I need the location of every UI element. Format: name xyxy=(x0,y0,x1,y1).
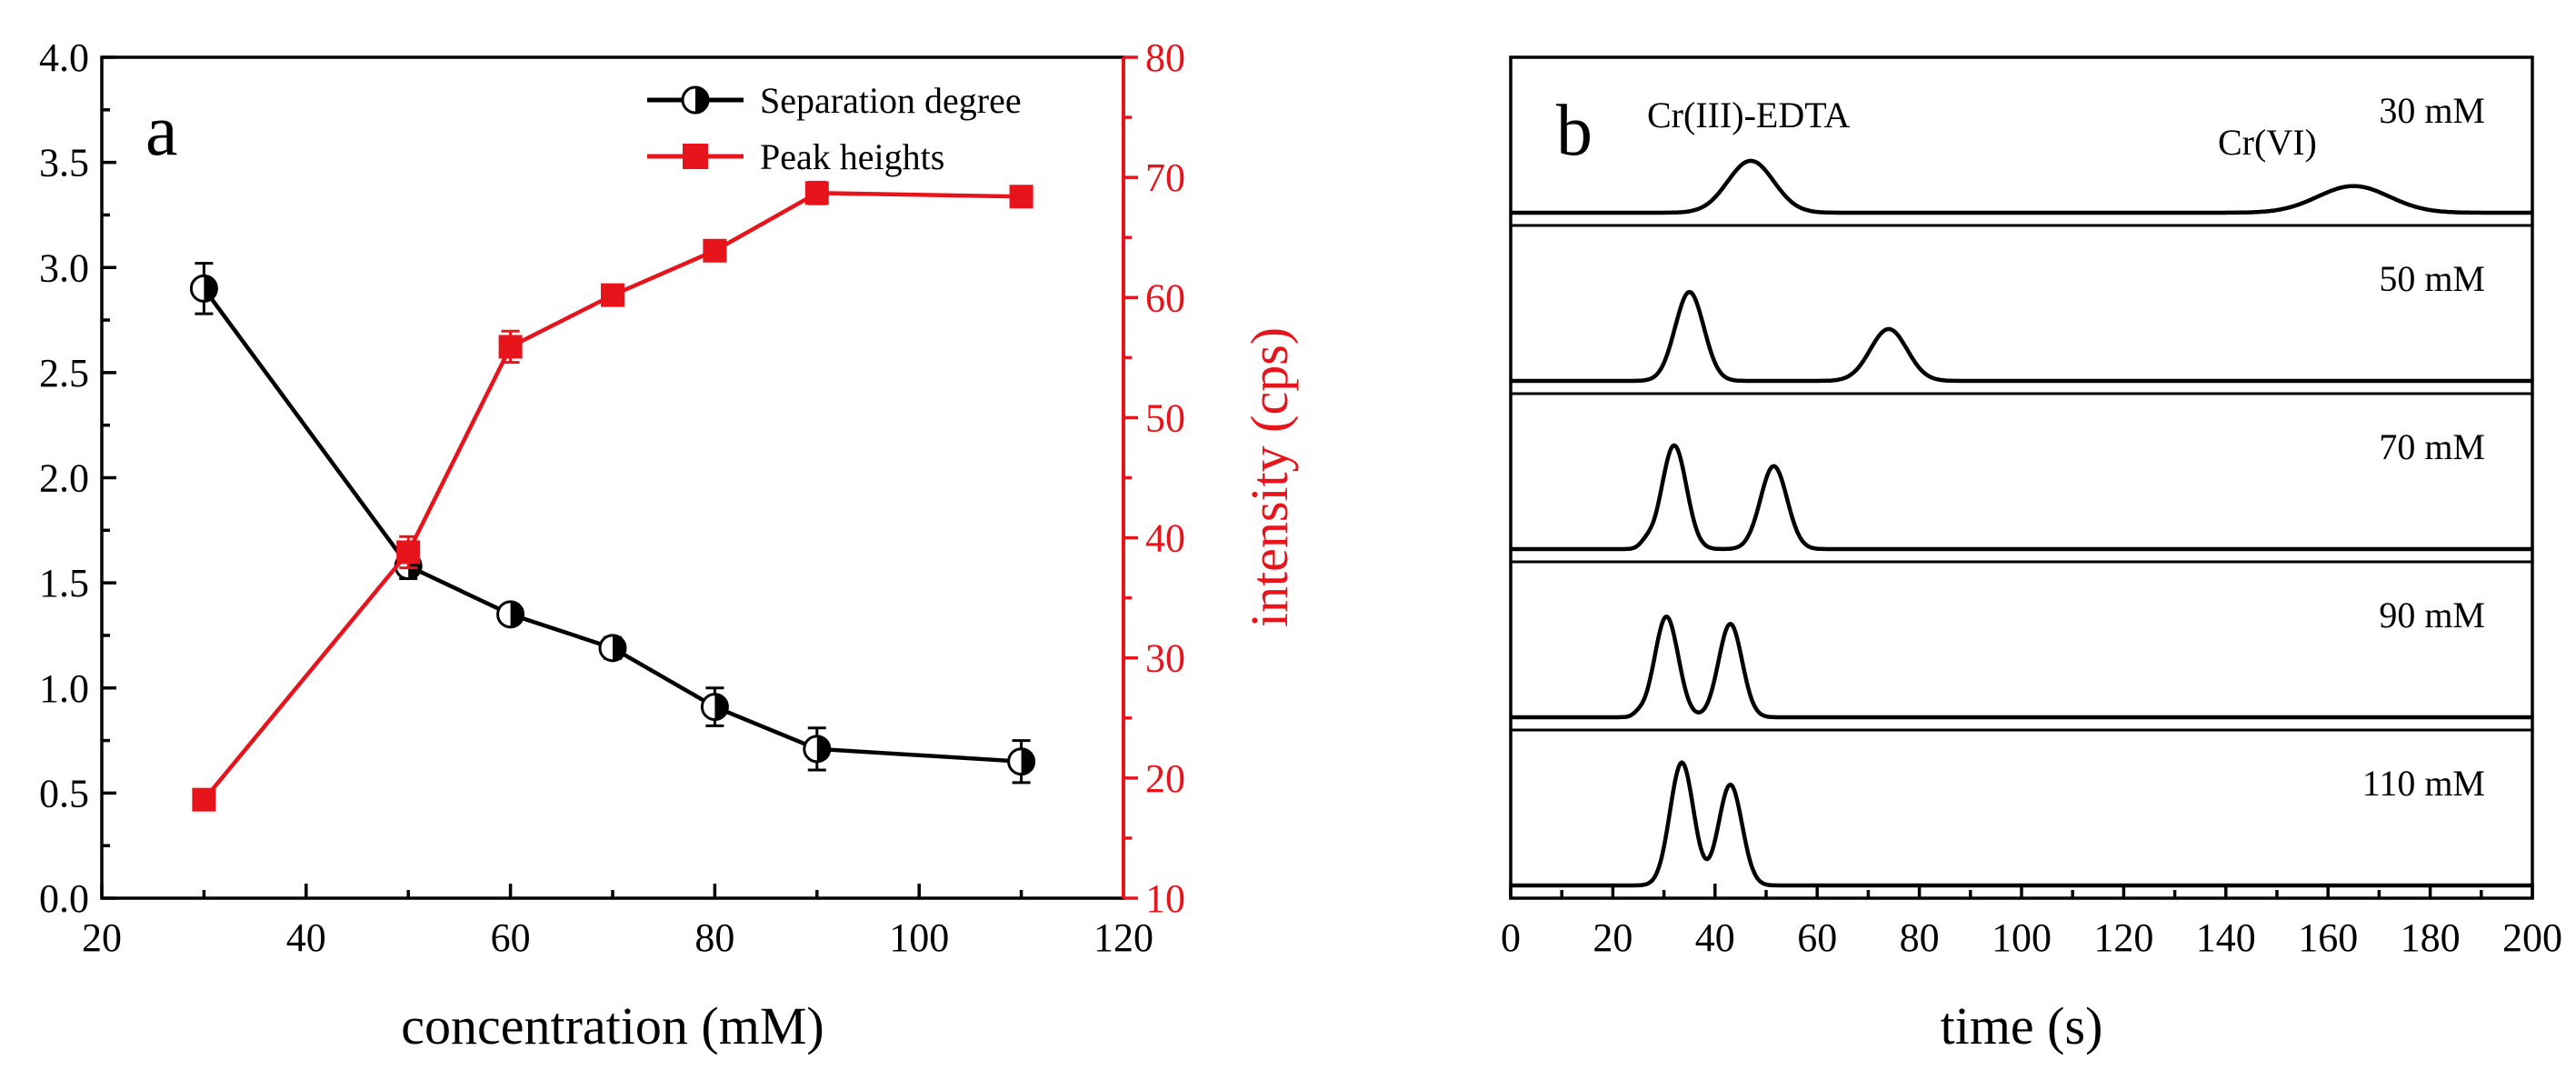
panel-a-ytick-label: 1.0 xyxy=(39,666,89,711)
panel-b-xtick-label: 40 xyxy=(1695,915,1735,960)
panel-a-y2tick-label: 70 xyxy=(1145,155,1185,200)
data-point xyxy=(189,262,218,315)
panel-a-ytick-label: 1.5 xyxy=(39,561,89,605)
panel-a-ytick-label: 4.0 xyxy=(39,35,89,80)
data-point xyxy=(803,726,832,772)
panel-a-ytick-label: 2.0 xyxy=(39,456,89,501)
panel-b-xtick-label: 200 xyxy=(2502,915,2562,960)
panel-a-xtick-label: 40 xyxy=(286,915,326,960)
panel-a-xtick-label: 120 xyxy=(1093,915,1153,960)
peak-label-cr6: Cr(VI) xyxy=(2218,122,2317,163)
data-point xyxy=(598,634,627,663)
panel-b-xtick-label: 80 xyxy=(1900,915,1940,960)
data-point xyxy=(703,238,727,263)
peak-heights-marker xyxy=(601,283,624,307)
separation-degree-marker-fill xyxy=(1021,748,1034,775)
chromatogram-trace xyxy=(1511,289,2532,384)
panel-a-ytick-label: 3.5 xyxy=(39,141,89,185)
panel-a-y2tick-label: 40 xyxy=(1145,516,1185,561)
peak-heights-marker xyxy=(703,238,727,263)
panel-b-xtick-label: 100 xyxy=(1992,915,2052,960)
panel-a-xtick-label: 100 xyxy=(889,915,949,960)
panel-a-y2tick-label: 10 xyxy=(1145,876,1185,921)
separation-degree-marker-fill xyxy=(510,601,524,627)
data-point xyxy=(396,535,421,570)
legend-marker-separation-fill xyxy=(695,87,708,113)
data-point xyxy=(601,283,624,307)
panel-b-xtick-label: 160 xyxy=(2298,915,2358,960)
trace-concentration-label: 110 mM xyxy=(2362,763,2485,804)
panel-a-chart: 20 40 60 80 100 120 0.0 0.5 1.0 1.5 2.0 2.5 3.0 3.5 4.… xyxy=(39,35,1299,1055)
panel-a-ytick-label: 3.0 xyxy=(39,245,89,290)
data-point xyxy=(804,180,829,205)
panel-a-y2tick-label: 80 xyxy=(1145,35,1185,80)
chromatogram-trace xyxy=(1511,158,2532,215)
panel-b-letter: b xyxy=(1556,91,1593,171)
peak-heights-marker xyxy=(396,540,421,565)
trace-concentration-label: 70 mM xyxy=(2379,426,2485,467)
panel-a-y2tick-label: 60 xyxy=(1145,275,1185,320)
panel-a-y2tick-label: 30 xyxy=(1145,636,1185,681)
panel-a-y2tick-label: 50 xyxy=(1145,395,1185,440)
data-point xyxy=(700,686,729,727)
panel-a-xtick-label: 60 xyxy=(491,915,531,960)
legend-label-separation: Separation degree xyxy=(760,80,1022,121)
data-point xyxy=(1009,185,1033,209)
data-point xyxy=(1007,739,1036,785)
panel-a-xlabel: concentration (mM) xyxy=(401,996,824,1055)
peak-heights-marker xyxy=(804,181,829,205)
separation-degree-marker-fill xyxy=(816,735,830,762)
separation-degree-marker-fill xyxy=(204,275,217,302)
peak-label-cr3-edta: Cr(III)-EDTA xyxy=(1647,95,1850,135)
panel-b-chart: 0 20 40 60 80 100 120 140 160 180 200 30 mM 50 mM 70… xyxy=(1501,55,2562,1055)
peak-heights-marker xyxy=(192,787,216,812)
peak-heights-marker xyxy=(1009,185,1033,209)
panel-a-ytick-label: 2.5 xyxy=(39,351,89,395)
separation-degree-marker-fill xyxy=(613,635,626,661)
peak-heights-marker xyxy=(498,335,523,359)
trace-concentration-label: 30 mM xyxy=(2379,90,2485,131)
data-point xyxy=(496,600,525,629)
trace-concentration-label: 50 mM xyxy=(2379,258,2485,299)
data-point xyxy=(498,329,523,365)
chromatogram-trace xyxy=(1511,614,2532,720)
panel-b-xtick-label: 140 xyxy=(2196,915,2256,960)
panel-b-xtick-label: 0 xyxy=(1501,915,1521,960)
legend-label-peak: Peak heights xyxy=(760,136,944,177)
panel-a-xtick-label: 20 xyxy=(82,915,122,960)
data-point xyxy=(192,787,216,812)
panel-b-xtick-label: 120 xyxy=(2093,915,2153,960)
chromatogram-trace xyxy=(1511,443,2532,552)
panel-b-xtick-label: 60 xyxy=(1797,915,1837,960)
panel-a-letter: a xyxy=(145,91,178,171)
panel-b-xlabel: time (s) xyxy=(1941,996,2103,1055)
legend-marker-peak xyxy=(683,144,708,169)
panel-a-y2label: intensity (cps) xyxy=(1240,327,1299,627)
panel-a-ytick-label: 0.5 xyxy=(39,771,89,815)
panel-a-ytick-label: 0.0 xyxy=(39,876,89,921)
panel-a-xtick-label: 80 xyxy=(694,915,734,960)
panel-b-xtick-label: 20 xyxy=(1593,915,1632,960)
trace-concentration-label: 90 mM xyxy=(2379,595,2485,635)
chromatogram-trace xyxy=(1511,760,2532,888)
panel-b-xtick-label: 180 xyxy=(2401,915,2461,960)
separation-degree-marker-fill xyxy=(714,694,728,720)
panel-a-y2tick-label: 20 xyxy=(1145,756,1185,801)
panel-a-legend: Separation degree Peak heights xyxy=(647,80,1022,177)
